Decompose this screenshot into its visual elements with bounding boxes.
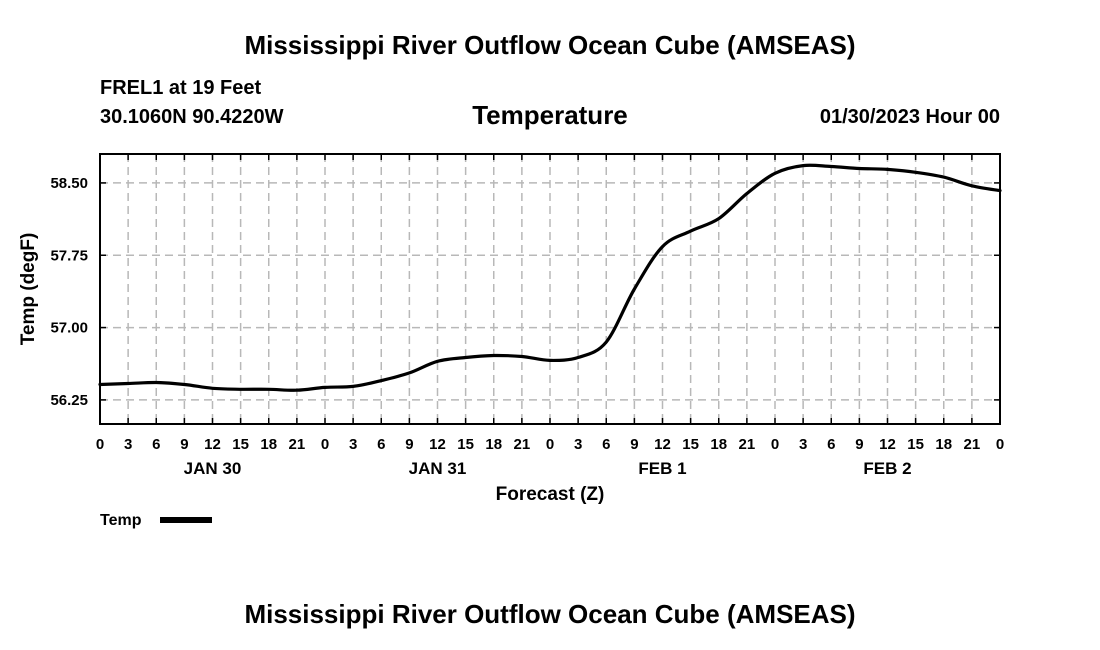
x-tick-label: 9 (855, 436, 863, 453)
x-tick-labels: 0 3 6 9 12 15 18 21 0 3 6 9 12 15 18 21 0 3 6 9 12 15 18 21 0 3 6 9… (96, 436, 1004, 453)
x-tick-label: 6 (602, 436, 610, 453)
x-tick-label: 18 (485, 436, 502, 453)
x-tick-label: 21 (514, 436, 531, 453)
y-tick-label: 57.00 (50, 320, 88, 337)
day-label: JAN 31 (409, 459, 467, 478)
legend: Temp (100, 512, 212, 529)
x-tick-label: 6 (827, 436, 835, 453)
x-tick-label: 21 (964, 436, 981, 453)
x-tick-label: 12 (204, 436, 221, 453)
grid-lines (100, 154, 1000, 424)
x-tick-label: 0 (546, 436, 554, 453)
y-tick-label: 56.25 (50, 392, 88, 409)
x-tick-label: 3 (349, 436, 357, 453)
x-tick-label: 18 (710, 436, 727, 453)
x-tick-label: 9 (405, 436, 413, 453)
x-tick-label: 15 (682, 436, 699, 453)
x-tick-label: 12 (879, 436, 896, 453)
x-tick-label: 21 (739, 436, 756, 453)
x-tick-label: 9 (630, 436, 638, 453)
forecast-run-time: 01/30/2023 Hour 00 (819, 106, 1000, 128)
day-labels: JAN 30 JAN 31 FEB 1 FEB 2 (184, 459, 912, 478)
x-tick-label: 15 (457, 436, 474, 453)
bottom-title: Mississippi River Outflow Ocean Cube (AM… (244, 599, 856, 629)
x-tick-label: 6 (377, 436, 385, 453)
x-tick-label: 3 (799, 436, 807, 453)
temperature-chart: 0 3 6 9 12 15 18 21 0 3 6 9 12 15 18 21 0 3 6 9 12 15 18 21 0 3 6 9… (18, 153, 1004, 529)
x-tick-label: 0 (321, 436, 329, 453)
station-name: FREL1 at 19 Feet (100, 77, 262, 99)
x-tick-label: 0 (996, 436, 1004, 453)
tick-marks (99, 154, 1001, 424)
x-tick-label: 3 (124, 436, 132, 453)
y-tick-label: 58.50 (50, 175, 88, 192)
x-tick-label: 15 (232, 436, 249, 453)
x-tick-label: 21 (289, 436, 306, 453)
day-label: JAN 30 (184, 459, 242, 478)
y-axis-title: Temp (degF) (18, 233, 39, 346)
series-layer (98, 163, 1002, 392)
x-tick-label: 9 (180, 436, 188, 453)
station-coordinates: 30.1060N 90.4220W (100, 106, 284, 128)
day-label: FEB 2 (863, 459, 911, 478)
x-tick-label: 0 (771, 436, 779, 453)
x-tick-label: 18 (260, 436, 277, 453)
x-tick-label: 6 (152, 436, 160, 453)
main-title: Mississippi River Outflow Ocean Cube (AM… (244, 30, 856, 60)
x-tick-label: 18 (935, 436, 952, 453)
x-tick-label: 0 (96, 436, 104, 453)
y-tick-label: 57.75 (50, 247, 88, 264)
legend-label: Temp (100, 512, 142, 529)
y-tick-labels: 56.25 57.00 57.75 58.50 (50, 175, 88, 409)
x-tick-label: 3 (574, 436, 582, 453)
x-tick-label: 12 (654, 436, 671, 453)
temp-series-line (98, 163, 1002, 392)
panel-title: Temperature (472, 100, 628, 130)
x-tick-label: 15 (907, 436, 924, 453)
day-label: FEB 1 (638, 459, 686, 478)
x-tick-label: 12 (429, 436, 446, 453)
x-axis-title: Forecast (Z) (496, 484, 605, 505)
